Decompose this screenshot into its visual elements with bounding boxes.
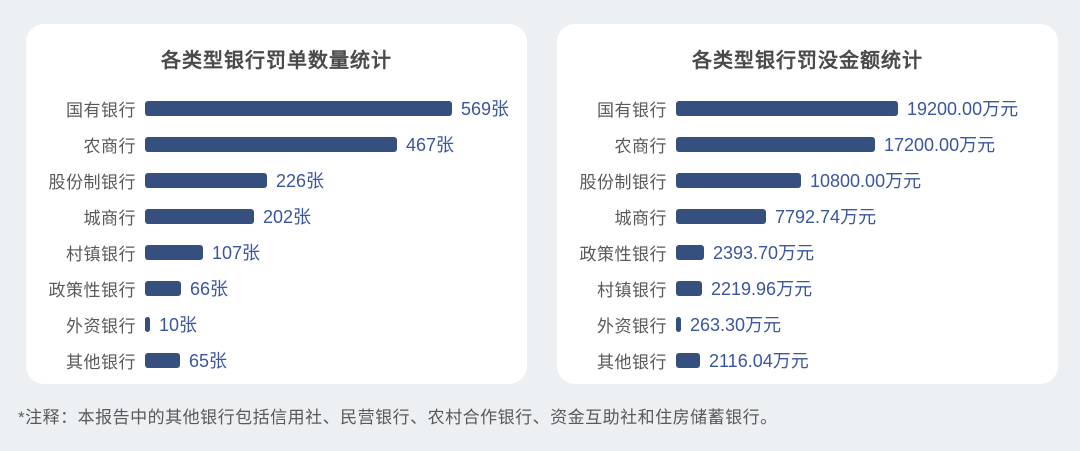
value-label: 202张 <box>263 207 312 227</box>
category-label: 其他银行 <box>66 352 136 372</box>
bar-row: 其他银行 2116.04万元 <box>577 342 1038 378</box>
bar <box>676 280 702 296</box>
note-text: *注释：本报告中的其他银行包括信用社、民营银行、农村合作银行、资金互助社和住房储… <box>18 408 778 427</box>
bar-row: 股份制银行 226张 <box>46 162 507 198</box>
category-label: 城商行 <box>614 208 667 228</box>
penalty-count-chart-card: 各类型银行罚单数量统计 国有银行 569张农商行 467张股份制银行 226张城商行 2… <box>26 24 527 384</box>
value-label: 107张 <box>212 243 261 263</box>
bar <box>145 244 203 260</box>
bar <box>676 316 681 332</box>
bar-row: 农商行 17200.00万元 <box>577 126 1038 162</box>
category-label: 外资银行 <box>66 316 136 336</box>
penalty-amount-chart-card: 各类型银行罚没金额统计 国有银行 19200.00万元农商行 17200.00万元股… <box>557 24 1058 384</box>
value-label: 2393.70万元 <box>713 243 815 263</box>
bar <box>145 280 181 296</box>
bar-rows: 国有银行 19200.00万元农商行 17200.00万元股份制银行 10800.00… <box>577 90 1038 378</box>
value-label: 66张 <box>190 279 229 299</box>
value-label: 65张 <box>189 351 228 371</box>
bar <box>676 244 704 260</box>
category-label: 政策性银行 <box>579 244 667 264</box>
category-label: 农商行 <box>83 136 136 156</box>
category-label: 外资银行 <box>597 316 667 336</box>
bar <box>145 316 150 332</box>
bar-row: 外资银行 263.30万元 <box>577 306 1038 342</box>
value-label: 17200.00万元 <box>884 135 996 155</box>
value-label: 10张 <box>159 315 198 335</box>
category-label: 股份制银行 <box>579 172 667 192</box>
bar-row: 外资银行 10张 <box>46 306 507 342</box>
chart-title: 各类型银行罚没金额统计 <box>692 50 923 72</box>
bar <box>676 100 898 116</box>
category-label: 其他银行 <box>597 352 667 372</box>
bar-row: 政策性银行 2393.70万元 <box>577 234 1038 270</box>
bar-row: 村镇银行 107张 <box>46 234 507 270</box>
value-label: 2116.04万元 <box>709 351 809 371</box>
category-label: 股份制银行 <box>48 172 136 192</box>
bar <box>145 136 397 152</box>
bar <box>145 100 452 116</box>
charts-container: 各类型银行罚单数量统计 国有银行 569张农商行 467张股份制银行 226张城商行 2… <box>26 24 1058 384</box>
bar <box>145 352 180 368</box>
bar-row: 政策性银行 66张 <box>46 270 507 306</box>
bar-row: 城商行 7792.74万元 <box>577 198 1038 234</box>
category-label: 国有银行 <box>597 100 667 120</box>
category-label: 国有银行 <box>66 100 136 120</box>
category-label: 政策性银行 <box>48 280 136 300</box>
bar-row: 国有银行 19200.00万元 <box>577 90 1038 126</box>
bar-row: 国有银行 569张 <box>46 90 510 126</box>
bar <box>676 172 801 188</box>
bar-row: 村镇银行 2219.96万元 <box>577 270 1038 306</box>
bar-row: 股份制银行 10800.00万元 <box>577 162 1038 198</box>
value-label: 10800.00万元 <box>810 171 922 191</box>
bar <box>676 208 766 224</box>
value-label: 7792.74万元 <box>775 207 877 227</box>
value-label: 569张 <box>461 99 510 119</box>
bar <box>145 172 267 188</box>
bar-rows: 国有银行 569张农商行 467张股份制银行 226张城商行 202张村镇银行 107张政… <box>46 90 510 378</box>
value-label: 226张 <box>276 171 325 191</box>
bar-row: 其他银行 65张 <box>46 342 507 378</box>
bar <box>676 352 700 368</box>
category-label: 农商行 <box>614 136 667 156</box>
value-label: 2219.96万元 <box>711 279 813 299</box>
chart-title: 各类型银行罚单数量统计 <box>161 50 392 72</box>
value-label: 19200.00万元 <box>907 99 1019 119</box>
value-label: 467张 <box>406 135 455 155</box>
category-label: 城商行 <box>83 208 136 228</box>
bar <box>145 208 254 224</box>
bar <box>676 136 875 152</box>
bar-row: 农商行 467张 <box>46 126 507 162</box>
bar-row: 城商行 202张 <box>46 198 507 234</box>
category-label: 村镇银行 <box>66 244 136 264</box>
category-label: 村镇银行 <box>597 280 667 300</box>
value-label: 263.30万元 <box>690 315 782 335</box>
